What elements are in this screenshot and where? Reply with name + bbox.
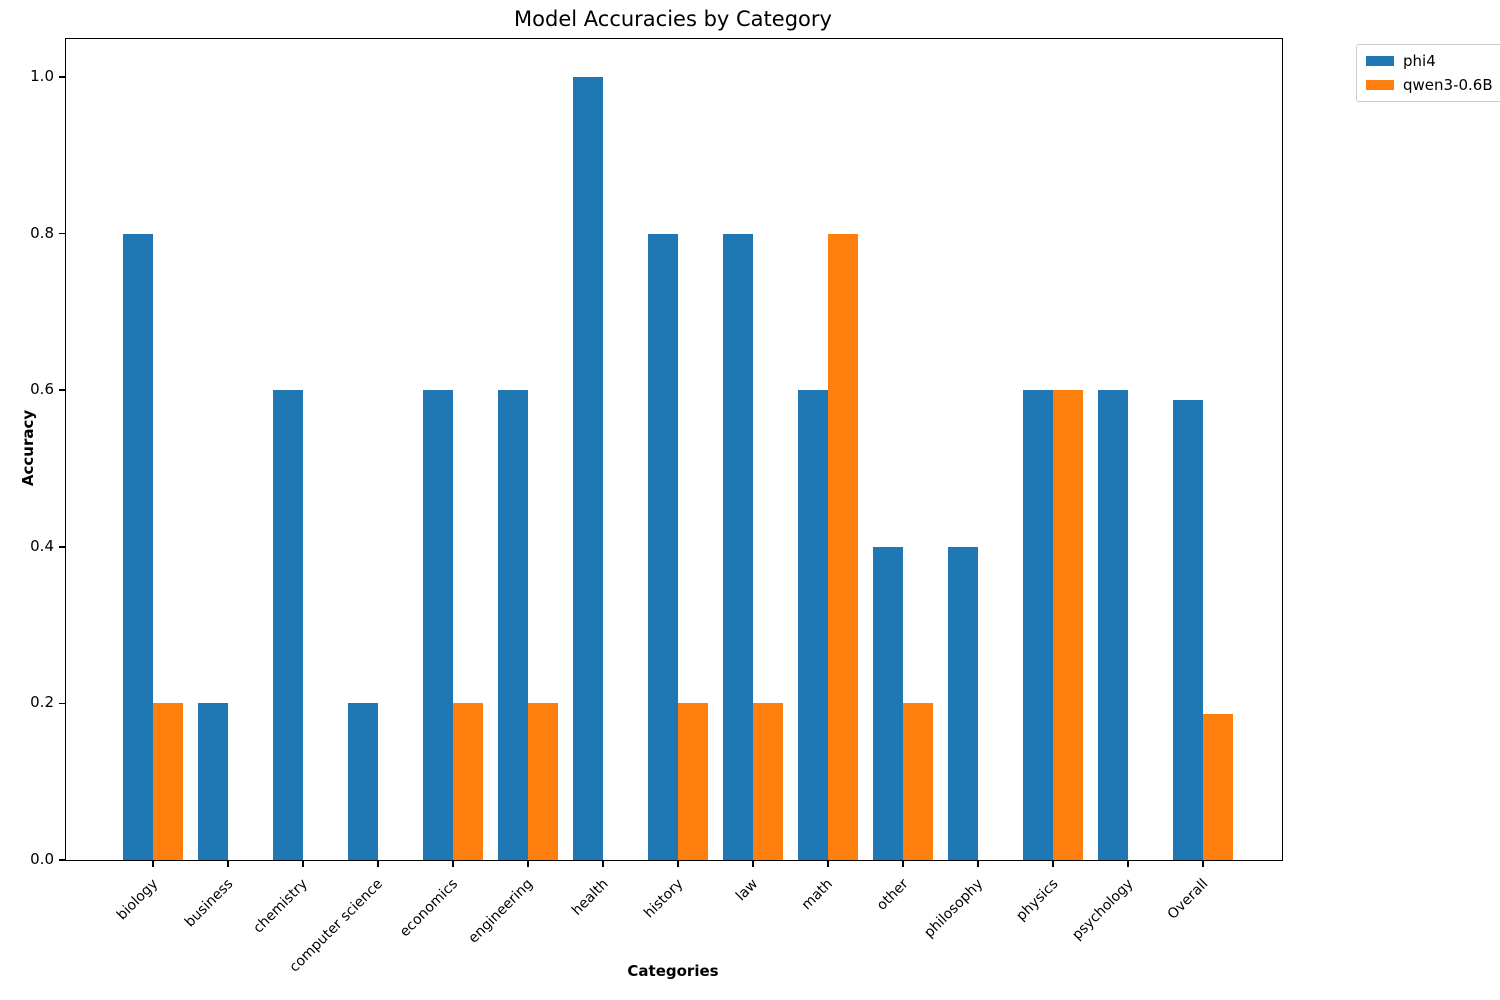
bar-qwen3-0-6b-overall [1203, 713, 1233, 860]
y-tick-0.8 [59, 232, 66, 235]
bar-qwen3-0-6b-engineering [528, 703, 558, 860]
x-tick-label-biology: biology [113, 876, 162, 924]
bar-phi4-business [198, 703, 228, 860]
bar-phi4-law [723, 233, 753, 860]
y-tick-label-0.6: 0.6 [30, 380, 54, 399]
bar-phi4-math [798, 390, 828, 860]
y-tick-label-0.8: 0.8 [30, 223, 54, 242]
x-tick-chemistry [302, 860, 304, 867]
chart-title: Model Accuracies by Category [514, 7, 832, 31]
y-tick-0.2 [59, 702, 66, 705]
x-tick-label-math: math [799, 876, 837, 914]
bar-phi4-other [873, 546, 903, 860]
x-tick-label-engineering: engineering [465, 876, 537, 947]
y-tick-label-0.0: 0.0 [30, 850, 54, 868]
bar-phi4-psychology [1098, 390, 1128, 860]
x-tick-label-physics: physics [1013, 876, 1062, 925]
bar-phi4-economics [423, 390, 453, 860]
legend-label-phi4: phi4 [1403, 52, 1436, 70]
x-tick-label-business: business [181, 876, 237, 931]
bar-phi4-history [648, 233, 678, 860]
legend-label-qwen3-0-6b: qwen3-0.6B [1403, 76, 1493, 94]
x-tick-economics [452, 860, 454, 867]
bar-phi4-philosophy [948, 546, 978, 860]
x-tick-other [902, 860, 904, 867]
x-tick-physics [1052, 860, 1054, 867]
x-tick-label-psychology: psychology [1068, 876, 1137, 944]
y-tick-0.6 [59, 389, 66, 391]
legend-swatch-qwen3-0-6b [1366, 80, 1394, 90]
x-tick-label-health: health [568, 876, 612, 919]
x-tick-law [752, 860, 754, 867]
x-tick-biology [152, 860, 154, 867]
bar-phi4-chemistry [273, 390, 303, 860]
legend-swatch-phi4 [1366, 56, 1394, 66]
bar-qwen3-0-6b-math [828, 233, 858, 860]
legend-item-qwen3-0-6b: qwen3-0.6B [1366, 76, 1493, 94]
y-tick-0.0 [59, 859, 66, 861]
y-tick-label-0.4: 0.4 [30, 536, 54, 555]
y-tick-label-0.2: 0.2 [30, 693, 54, 712]
y-axis-label: Accuracy [19, 409, 37, 487]
x-tick-health [602, 860, 604, 867]
plot-area: biology business chemistry computer science… [30, 38, 1283, 975]
x-tick-computer-science [377, 860, 379, 867]
x-tick-label-chemistry: chemistry [250, 876, 312, 937]
y-tick-1.0 [59, 76, 66, 78]
bar-phi4-physics [1023, 390, 1053, 860]
legend-item-phi4: phi4 [1366, 52, 1493, 70]
x-tick-label-history: history [640, 876, 687, 922]
bar-phi4-biology [123, 233, 153, 860]
x-tick-label-philosophy: philosophy [921, 876, 987, 942]
x-axis-label: Categories [627, 962, 719, 980]
bar-phi4-computer-science [348, 703, 378, 860]
bar-phi4-health [573, 76, 603, 860]
x-tick-psychology [1127, 860, 1129, 867]
bar-qwen3-0-6b-economics [453, 703, 483, 860]
bar-qwen3-0-6b-biology [153, 703, 183, 860]
x-tick-philosophy [977, 860, 979, 867]
bar-qwen3-0-6b-physics [1053, 390, 1083, 860]
x-tick-overall [1202, 860, 1204, 867]
bar-qwen3-0-6b-law [753, 703, 783, 860]
bar-qwen3-0-6b-other [903, 703, 933, 860]
x-tick-label-overall: Overall [1164, 876, 1212, 923]
legend: phi4 qwen3-0.6B [1356, 44, 1500, 102]
bar-qwen3-0-6b-history [678, 703, 708, 860]
x-tick-math [827, 860, 829, 867]
x-tick-label-other: other [873, 876, 912, 914]
x-tick-history [677, 860, 679, 867]
x-tick-engineering [527, 860, 529, 867]
x-tick-label-economics: economics [397, 876, 462, 941]
bar-phi4-engineering [498, 390, 528, 860]
x-tick-label-law: law [733, 876, 762, 905]
x-tick-business [227, 860, 229, 867]
y-tick-0.4 [59, 546, 66, 548]
bar-phi4-overall [1173, 400, 1203, 860]
y-tick-label-1.0: 1.0 [30, 66, 54, 85]
